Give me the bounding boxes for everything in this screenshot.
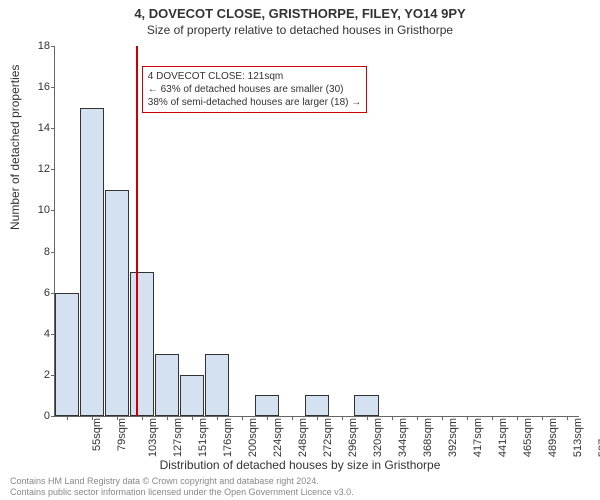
annotation-line: 4 DOVECOT CLOSE: 121sqm bbox=[148, 70, 361, 83]
footer-line-1: Contains HM Land Registry data © Crown c… bbox=[10, 476, 354, 487]
x-tick-label: 224sqm bbox=[272, 418, 284, 457]
y-tick-label: 14 bbox=[25, 122, 50, 134]
x-tick-label: 176sqm bbox=[222, 418, 234, 457]
x-tick-label: 392sqm bbox=[447, 418, 459, 457]
annotation-line: 38% of semi-detached houses are larger (… bbox=[148, 96, 361, 109]
x-tick-label: 272sqm bbox=[322, 418, 334, 457]
histogram-bar bbox=[130, 272, 154, 416]
histogram-bar bbox=[105, 190, 129, 416]
x-tick-label: 320sqm bbox=[372, 418, 384, 457]
y-axis-label: Number of detached properties bbox=[8, 65, 22, 230]
histogram-bar bbox=[354, 395, 378, 416]
histogram-bar bbox=[205, 354, 229, 416]
x-tick-label: 537sqm bbox=[597, 418, 600, 457]
chart-subtitle: Size of property relative to detached ho… bbox=[0, 21, 600, 37]
y-tick-label: 6 bbox=[25, 287, 50, 299]
x-tick-label: 417sqm bbox=[472, 418, 484, 457]
footer-text: Contains HM Land Registry data © Crown c… bbox=[10, 476, 354, 498]
x-axis-label: Distribution of detached houses by size … bbox=[0, 458, 600, 472]
y-tick-label: 12 bbox=[25, 163, 50, 175]
x-tick-label: 103sqm bbox=[148, 418, 160, 457]
y-tick-label: 0 bbox=[25, 410, 50, 422]
reference-line bbox=[136, 46, 138, 416]
annotation-box: 4 DOVECOT CLOSE: 121sqm← 63% of detached… bbox=[142, 66, 367, 113]
histogram-bar bbox=[180, 375, 204, 416]
footer-line-2: Contains public sector information licen… bbox=[10, 487, 354, 498]
x-tick-label: 465sqm bbox=[522, 418, 534, 457]
y-tick-label: 4 bbox=[25, 328, 50, 340]
x-tick-label: 200sqm bbox=[247, 418, 259, 457]
x-tick-label: 296sqm bbox=[347, 418, 359, 457]
x-tick-label: 79sqm bbox=[116, 418, 128, 451]
histogram-bar bbox=[255, 395, 279, 416]
chart-container: 4, DOVECOT CLOSE, GRISTHORPE, FILEY, YO1… bbox=[0, 0, 600, 500]
y-tick-label: 16 bbox=[25, 81, 50, 93]
y-tick-label: 10 bbox=[25, 204, 50, 216]
chart-title: 4, DOVECOT CLOSE, GRISTHORPE, FILEY, YO1… bbox=[0, 0, 600, 21]
x-tick-label: 513sqm bbox=[572, 418, 584, 457]
y-tick-label: 8 bbox=[25, 246, 50, 258]
histogram-bar bbox=[55, 293, 79, 416]
y-tick-label: 18 bbox=[25, 40, 50, 52]
x-tick-label: 441sqm bbox=[497, 418, 509, 457]
x-tick-label: 489sqm bbox=[547, 418, 559, 457]
histogram-bar bbox=[80, 108, 104, 416]
y-tick-label: 2 bbox=[25, 369, 50, 381]
x-tick-label: 368sqm bbox=[422, 418, 434, 457]
annotation-line: ← 63% of detached houses are smaller (30… bbox=[148, 83, 361, 96]
x-tick-label: 248sqm bbox=[297, 418, 309, 457]
histogram-bar bbox=[155, 354, 179, 416]
x-tick-label: 55sqm bbox=[92, 418, 104, 451]
histogram-bar bbox=[305, 395, 329, 416]
x-tick-label: 344sqm bbox=[397, 418, 409, 457]
x-tick-label: 151sqm bbox=[197, 418, 209, 457]
plot-area: 02468101214161855sqm79sqm103sqm127sqm151… bbox=[54, 46, 579, 417]
x-tick-label: 127sqm bbox=[172, 418, 184, 457]
